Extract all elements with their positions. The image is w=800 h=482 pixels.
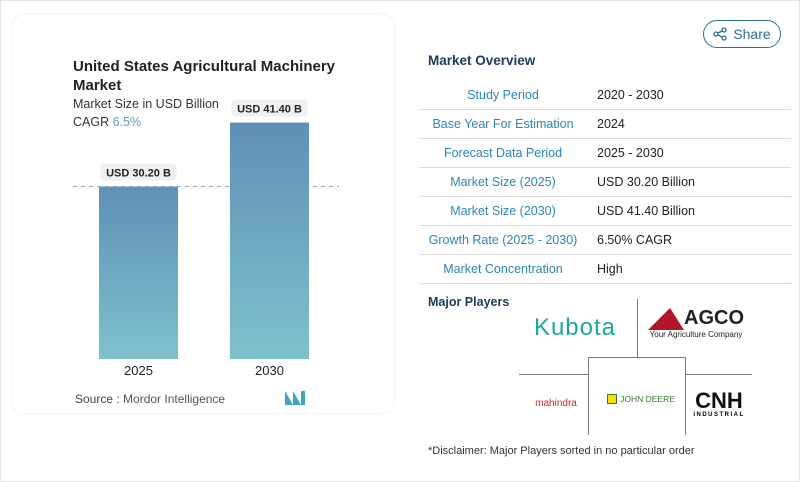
source-label: Source : (75, 392, 120, 406)
chart-card (13, 15, 393, 413)
x-tick-label: 2030 (255, 363, 284, 378)
overview-table: Study Period 2020 - 2030 Base Year For Est… (419, 81, 791, 284)
chart-title: United States Agricultural Machinery Mar… (73, 58, 336, 94)
data-label: USD 30.20 B (106, 168, 171, 180)
overview-row: Study Period 2020 - 2030 (419, 81, 791, 110)
row-label: Forecast Data Period (443, 146, 563, 160)
row-value: USD 30.20 Billion (597, 175, 695, 189)
row-value: USD 41.40 Billion (597, 204, 695, 218)
cagr-value: 6.5% (112, 115, 142, 129)
bar-2025 (99, 186, 178, 359)
overview-row: Market Size (2030) USD 41.40 Billion (419, 197, 791, 226)
logo-john-deere: JOHN DEERE (601, 391, 681, 407)
logo-cnh: CNH INDUSTRIAL (693, 388, 745, 419)
overview-title: Market Overview (428, 53, 536, 68)
overview-row: Market Concentration High (419, 255, 791, 284)
x-tick-label: 2025 (124, 363, 153, 378)
row-value: 2020 - 2030 (597, 88, 664, 102)
logo-kubota: Kubota (533, 314, 617, 341)
logo-mahindra: mahindra (535, 397, 577, 409)
row-label: Market Size (2025) (450, 175, 556, 189)
row-label: Study Period (467, 88, 539, 102)
data-label-bg (231, 99, 308, 117)
bar-2030 (230, 122, 309, 359)
row-value: 2024 (597, 117, 625, 131)
overview-row: Market Size (2025) USD 30.20 Billion (419, 168, 791, 197)
row-value: 6.50% CAGR (597, 233, 673, 247)
overview-row: Forecast Data Period 2025 - 2030 (419, 139, 791, 168)
overview-row: Base Year For Estimation 2024 (419, 110, 791, 139)
share-icon (713, 27, 727, 41)
logo-agco: AGCO Your Agriculture Company (648, 307, 744, 339)
share-button[interactable]: Share (703, 20, 781, 48)
source-value: Mordor Intelligence (123, 392, 226, 406)
row-label: Market Concentration (443, 262, 563, 276)
source: Source : Mordor Intelligence (75, 392, 225, 406)
share-label: Share (733, 26, 771, 42)
data-label: USD 41.40 B (237, 104, 302, 116)
row-label: Market Size (2030) (450, 204, 556, 218)
row-value: High (597, 262, 623, 276)
row-label: Growth Rate (2025 - 2030) (428, 233, 578, 247)
data-label-bg (100, 163, 177, 181)
row-label: Base Year For Estimation (432, 117, 574, 131)
disclaimer: *Disclaimer: Major Players sorted in no … (428, 445, 695, 457)
chart-subtitle: Market Size in USD Billion (73, 97, 219, 111)
cagr-label: CAGR (73, 115, 110, 129)
cagr: CAGR 6.5% (73, 115, 141, 129)
row-value: 2025 - 2030 (597, 146, 664, 160)
major-players-title: Major Players (428, 295, 510, 309)
overview-row: Growth Rate (2025 - 2030) 6.50% CAGR (419, 226, 791, 255)
bar-chart: USD 30.20 B 2025 USD 41.40 B 2030 (73, 99, 339, 378)
mordor-logo-icon (285, 391, 305, 405)
agco-triangle-icon (648, 307, 684, 330)
